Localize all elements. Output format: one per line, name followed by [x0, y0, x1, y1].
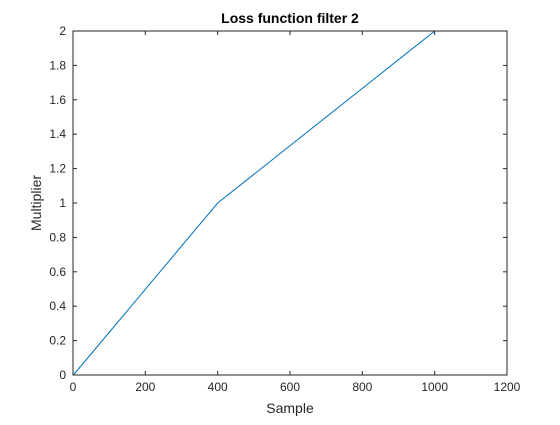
- x-tick-label: 600: [280, 380, 300, 394]
- x-tick-label: 1000: [421, 380, 448, 394]
- y-tick-label: 0.2: [49, 334, 66, 348]
- x-axis-label: Sample: [266, 400, 314, 416]
- y-tick-label: 1.6: [49, 93, 66, 107]
- y-tick-label: 1.4: [49, 127, 66, 141]
- axes-background: [73, 31, 507, 375]
- y-tick-label: 0.6: [49, 265, 66, 279]
- x-tick-label: 400: [208, 380, 228, 394]
- y-axis-label: Multiplier: [28, 175, 44, 231]
- y-tick-label: 2: [59, 24, 66, 38]
- x-tick-label: 800: [352, 380, 372, 394]
- y-tick-label: 1: [59, 196, 66, 210]
- y-tick-label: 1.8: [49, 58, 66, 72]
- y-tick-label: 1.2: [49, 162, 66, 176]
- y-tick-label: 0.8: [49, 230, 66, 244]
- x-tick-label: 200: [135, 380, 155, 394]
- x-tick-label: 0: [70, 380, 77, 394]
- chart-title: Loss function filter 2: [221, 10, 359, 26]
- y-tick-label: 0.4: [49, 299, 66, 313]
- x-tick-label: 1200: [494, 380, 521, 394]
- y-tick-label: 0: [59, 368, 66, 382]
